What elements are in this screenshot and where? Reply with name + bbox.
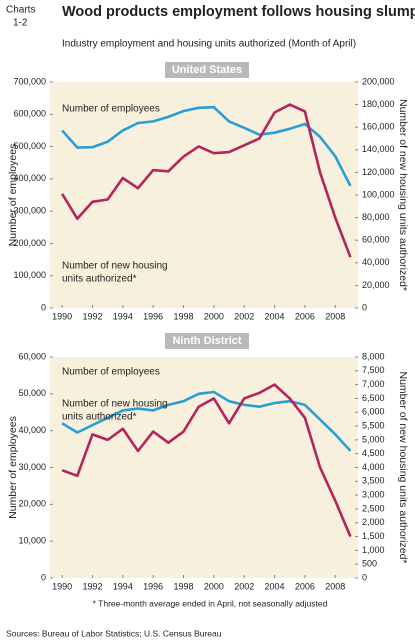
x-tick-label: 1990 bbox=[52, 311, 72, 321]
x-tick-label: 2002 bbox=[234, 581, 254, 591]
x-tick-label: 2000 bbox=[204, 581, 224, 591]
series-label: Number of employees bbox=[62, 367, 160, 378]
source: Sources: Bureau of Labor Statistics; U.S… bbox=[6, 628, 222, 638]
x-tick-label: 2000 bbox=[204, 311, 224, 321]
y-tick-label: 0 bbox=[41, 302, 46, 312]
y2-tick-label: 6,500 bbox=[362, 393, 385, 403]
y-tick-label: 100,000 bbox=[13, 270, 46, 280]
x-tick-label: 1996 bbox=[143, 311, 163, 321]
x-tick-label: 1994 bbox=[113, 581, 133, 591]
y2-tick-label: 120,000 bbox=[362, 167, 395, 177]
chart-label: Charts bbox=[6, 5, 35, 16]
x-tick-label: 1992 bbox=[82, 581, 102, 591]
x-tick-label: 1990 bbox=[52, 581, 72, 591]
y-tick-label: 600,000 bbox=[13, 109, 46, 119]
y-tick-label: 40,000 bbox=[18, 425, 46, 435]
y2-tick-label: 5,500 bbox=[362, 420, 385, 430]
y2-tick-label: 3,500 bbox=[362, 476, 385, 486]
y2-tick-label: 5,000 bbox=[362, 434, 385, 444]
y2-tick-label: 7,500 bbox=[362, 365, 385, 375]
y2-tick-label: 7,000 bbox=[362, 379, 385, 389]
y-tick-label: 200,000 bbox=[13, 238, 46, 248]
y2-tick-label: 6,000 bbox=[362, 407, 385, 417]
y2-tick-label: 500 bbox=[362, 559, 377, 569]
y2-tick-label: 140,000 bbox=[362, 144, 395, 154]
y-tick-label: 400,000 bbox=[13, 173, 46, 183]
y2-tick-label: 200,000 bbox=[362, 76, 395, 86]
y2-tick-label: 180,000 bbox=[362, 99, 395, 109]
page-title: Wood products employment follows housing… bbox=[62, 4, 415, 20]
data-line bbox=[61, 383, 352, 538]
data-line bbox=[61, 105, 352, 187]
x-tick-label: 2006 bbox=[295, 311, 315, 321]
y-tick-label: 500,000 bbox=[13, 141, 46, 151]
chart-label: 1-2 bbox=[13, 18, 28, 29]
y-tick-label: 0 bbox=[41, 572, 46, 582]
x-tick-label: 2004 bbox=[265, 311, 285, 321]
y2-tick-label: 8,000 bbox=[362, 351, 385, 361]
x-tick-label: 2006 bbox=[295, 581, 315, 591]
y2-tick-label: 2,500 bbox=[362, 503, 385, 513]
x-tick-label: 1996 bbox=[143, 581, 163, 591]
y2-tick-label: 20,000 bbox=[362, 280, 390, 290]
series-label: Number of new housing bbox=[62, 399, 168, 410]
plot-area bbox=[50, 357, 358, 578]
x-tick-label: 1998 bbox=[174, 581, 194, 591]
y-axis-title: Number of employees bbox=[7, 416, 19, 519]
series-label: Number of employees bbox=[62, 104, 160, 115]
y-tick-label: 300,000 bbox=[13, 206, 46, 216]
data-line bbox=[61, 390, 352, 452]
y2-tick-label: 0 bbox=[362, 572, 367, 582]
y2-tick-label: 0 bbox=[362, 302, 367, 312]
page-subtitle: Industry employment and housing units au… bbox=[62, 39, 356, 50]
panel-title: United States bbox=[172, 64, 242, 76]
x-tick-label: 2004 bbox=[265, 581, 285, 591]
x-tick-label: 2002 bbox=[234, 311, 254, 321]
y2-tick-label: 80,000 bbox=[362, 212, 390, 222]
y-axis-title: Number of employees bbox=[7, 144, 19, 247]
y-tick-label: 10,000 bbox=[18, 536, 46, 546]
y2-tick-label: 3,000 bbox=[362, 490, 385, 500]
y2-tick-label: 1,000 bbox=[362, 545, 385, 555]
y2-tick-label: 100,000 bbox=[362, 189, 395, 199]
series-label: units authorized* bbox=[62, 274, 137, 285]
panel-header-box bbox=[165, 333, 249, 349]
y-tick-label: 30,000 bbox=[18, 462, 46, 472]
x-tick-label: 1998 bbox=[174, 311, 194, 321]
y2-tick-label: 40,000 bbox=[362, 257, 390, 267]
x-tick-label: 2008 bbox=[325, 581, 345, 591]
series-label: units authorized* bbox=[62, 412, 137, 423]
y-tick-label: 50,000 bbox=[18, 388, 46, 398]
y-tick-label: 700,000 bbox=[13, 76, 46, 86]
x-tick-label: 2008 bbox=[325, 311, 345, 321]
y-tick-label: 60,000 bbox=[18, 351, 46, 361]
x-tick-label: 1994 bbox=[113, 311, 133, 321]
y2-tick-label: 160,000 bbox=[362, 122, 395, 132]
panel-title: Ninth District bbox=[172, 335, 241, 347]
y-tick-label: 20,000 bbox=[18, 499, 46, 509]
series-label: Number of new housing bbox=[62, 261, 168, 272]
data-line bbox=[61, 103, 352, 258]
y2-tick-label: 4,000 bbox=[362, 462, 385, 472]
y2-tick-label: 1,500 bbox=[362, 531, 385, 541]
y2-axis-title: Number of new housing units authorized* bbox=[397, 99, 409, 291]
y2-tick-label: 2,000 bbox=[362, 517, 385, 527]
y2-axis-title: Number of new housing units authorized* bbox=[397, 371, 409, 563]
x-tick-label: 1992 bbox=[82, 311, 102, 321]
y2-tick-label: 60,000 bbox=[362, 235, 390, 245]
y2-tick-label: 4,500 bbox=[362, 448, 385, 458]
footnote: * Three-month average ended in April, no… bbox=[93, 598, 328, 608]
panel-header-box bbox=[165, 62, 249, 78]
